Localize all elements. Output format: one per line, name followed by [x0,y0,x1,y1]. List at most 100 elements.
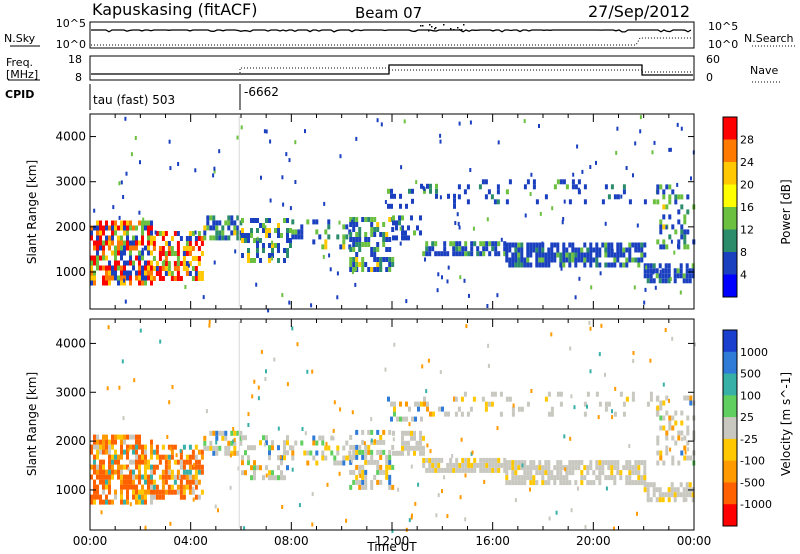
echo-cell [312,440,316,446]
echo-cell [665,410,669,416]
echo-cell [348,229,352,235]
echo-cell [152,494,156,500]
echo-cell [111,434,114,440]
echo-cell [297,229,301,235]
echo-cell [538,252,542,258]
echo-cell [294,140,297,145]
echo-cell [677,239,681,245]
echo-cell [93,240,96,246]
echo-cell [569,436,572,441]
echo-cell [233,225,237,231]
echo-cell [653,140,656,145]
echo-cell [236,225,240,231]
echo-cell [382,469,386,475]
echo-cell [138,270,141,276]
echo-cell [583,401,587,407]
echo-cell [239,235,243,241]
echo-cell [155,464,159,470]
echo-cell [141,280,144,286]
echo-cell [517,247,521,253]
echo-cell [203,435,207,441]
echo-cell [607,262,611,268]
echo-cell [514,247,518,253]
echo-cell [592,470,596,476]
echo-cell [144,469,147,475]
echo-cell [130,152,133,157]
echo-cell [559,401,563,407]
echo-cell [586,391,590,397]
echo-cell [358,484,362,490]
echo-cell [274,228,277,233]
echo-cell [182,464,186,470]
echo-cell [520,480,524,486]
echo-cell [102,459,105,465]
echo-cell [425,241,429,247]
noise-right-tick-top: 10^5 [708,20,738,33]
echo-cell [562,465,566,471]
echo-cell [488,462,492,468]
echo-cell [179,494,183,500]
echo-cell [364,262,368,267]
echo-cell [250,228,253,233]
echo-cell [155,266,159,271]
echo-cell [622,189,626,195]
echo-cell [569,346,572,351]
echo-cell [349,217,353,222]
echo-cell [607,465,611,471]
echo-cell [99,240,102,246]
echo-cell [419,215,422,221]
echo-cell [428,251,432,257]
echo-cell [511,406,515,412]
echo-cell [649,358,652,363]
echo-cell [126,484,129,490]
echo-cell [520,252,524,258]
echo-cell [342,244,346,250]
echo-cell [93,439,96,445]
echo-cell [452,241,456,247]
echo-cell [562,217,565,221]
echo-cell [455,246,459,252]
echo-cell [93,459,96,465]
echo-cell [586,247,590,253]
echo-cell [194,484,198,490]
echo-cell [446,514,449,519]
echo-cell [379,439,383,445]
echo-cell [264,377,267,381]
echo-cell [155,489,159,495]
echo-cell [102,449,105,455]
echo-cell [129,225,132,231]
echo-cell [161,444,165,450]
echo-cell [355,237,359,242]
echo-cell [523,475,527,481]
echo-cell [355,242,359,247]
echo-cell [656,189,660,195]
colorbar-tick-label: -1000 [740,498,772,511]
echo-cell [108,489,111,495]
echo-cell [218,430,222,436]
echo-cell [194,494,198,500]
echo-cell [505,247,509,253]
echo-cell [361,257,365,262]
echo-cell [114,459,117,465]
echo-cell [158,454,162,460]
y-tick-label: 1000 [55,483,86,497]
echo-cell [568,460,572,466]
echo-cell [636,223,639,228]
echo-cell [227,440,231,446]
echo-cell [382,429,386,435]
echo-cell [120,484,123,490]
echo-cell [102,474,105,480]
echo-cell [403,119,406,124]
echo-cell [550,242,554,248]
echo-cell [111,499,114,505]
echo-cell [359,473,362,478]
echo-cell [233,450,237,456]
echo-cell [434,467,438,473]
echo-cell [455,462,459,468]
echo-cell [686,415,690,421]
echo-cell [632,351,635,355]
echo-cell [324,244,328,250]
echo-cell [224,445,228,451]
echo-cell [682,492,686,498]
echo-cell [680,126,683,131]
